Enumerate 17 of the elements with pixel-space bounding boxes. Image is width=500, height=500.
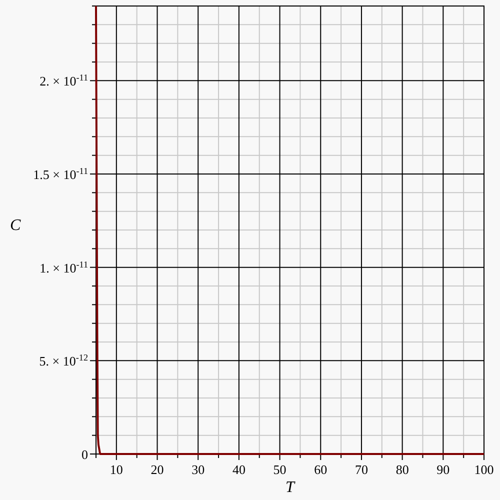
x-tick-label: 60 xyxy=(314,462,328,477)
x-tick-label: 30 xyxy=(192,462,205,477)
x-tick-label: 90 xyxy=(436,462,450,477)
x-tick-label: 50 xyxy=(273,462,286,477)
y-tick-label: 1.5 × 10$^{-11}$ xyxy=(33,166,88,182)
x-tick-label: 40 xyxy=(232,462,246,477)
x-tick-label: 100 xyxy=(474,462,494,477)
y-tick-label: 5. × 10$^{-12}$ xyxy=(39,352,88,369)
x-axis-title: T xyxy=(286,479,296,496)
x-tick-label: 10 xyxy=(110,462,123,477)
x-tick-label: 80 xyxy=(396,462,409,477)
y-tick-label: 0 xyxy=(82,447,88,462)
y-axis-title: C xyxy=(10,217,21,234)
x-tick-label: 20 xyxy=(150,462,164,477)
x-tick-label: 70 xyxy=(354,462,368,477)
y-tick-label: 1. × 10$^{-11}$ xyxy=(40,259,88,276)
y-tick-label: 2. × 10$^{-11}$ xyxy=(40,72,88,89)
